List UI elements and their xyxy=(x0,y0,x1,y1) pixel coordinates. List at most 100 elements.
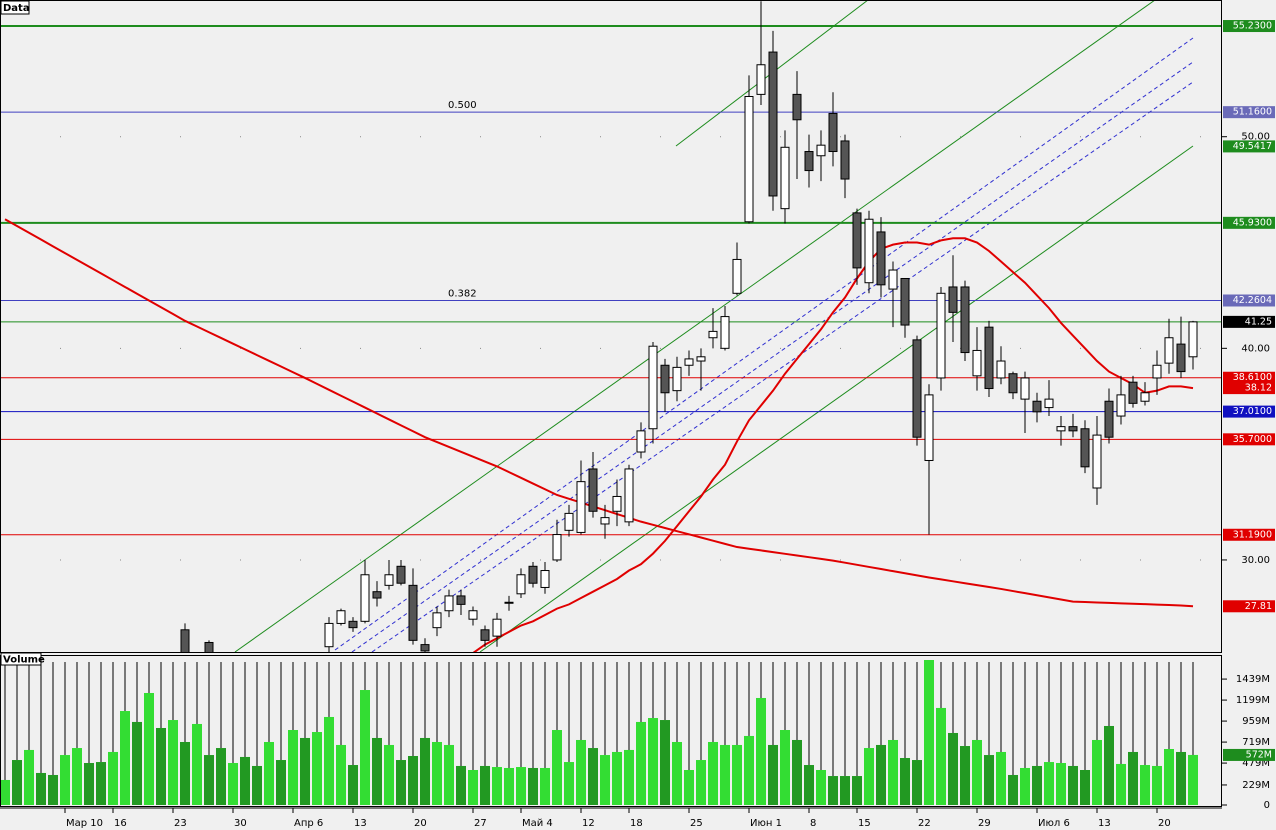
candle-body xyxy=(1188,321,1198,358)
y-tick-label: 229M xyxy=(1242,780,1270,791)
volume-bar xyxy=(1104,725,1114,805)
candle-body xyxy=(540,570,550,588)
volume-bar xyxy=(696,760,706,805)
candle-body xyxy=(768,51,778,197)
level-box xyxy=(1223,371,1275,384)
x-tick-label: 20 xyxy=(414,818,427,829)
candle-body xyxy=(516,574,526,595)
level-label: 45.9300 xyxy=(1233,217,1272,228)
volume-bar xyxy=(804,765,814,805)
volume-bar xyxy=(756,697,766,805)
level-box xyxy=(1223,600,1275,613)
volume-bar xyxy=(744,735,754,805)
volume-bar xyxy=(444,744,454,805)
x-tick-label: 20 xyxy=(1158,818,1171,829)
x-tick-label: 13 xyxy=(354,818,367,829)
level-label: 55.2300 xyxy=(1233,21,1272,32)
x-tick-label: Июн 1 xyxy=(750,818,782,829)
x-tick-label: 22 xyxy=(918,818,931,829)
y-tick-label: 479M xyxy=(1242,758,1270,769)
volume-bar xyxy=(264,741,274,805)
level-label: 42.2604 xyxy=(1233,295,1272,306)
candle-body xyxy=(684,358,694,366)
volume-bar xyxy=(132,721,142,805)
level-label: 37.0100 xyxy=(1233,406,1272,417)
volume-bar xyxy=(504,767,514,805)
volume-bar xyxy=(552,730,562,805)
volume-bar xyxy=(876,744,886,805)
x-tick-label: 13 xyxy=(1098,818,1111,829)
volume-bar xyxy=(864,748,874,805)
x-tick-label: 25 xyxy=(690,818,703,829)
y-tick-label: 40.00 xyxy=(1241,343,1270,354)
candle-body xyxy=(360,574,370,622)
candle-body xyxy=(936,292,946,379)
volume-frame xyxy=(0,655,1222,807)
volume-bar xyxy=(60,755,70,805)
level-box xyxy=(1223,315,1275,328)
volume-bar xyxy=(252,765,262,805)
volume-bar xyxy=(276,760,286,805)
volume-bar xyxy=(192,723,202,805)
volume-bar xyxy=(336,744,346,805)
x-tick-label: 12 xyxy=(582,818,595,829)
volume-bar xyxy=(816,769,826,805)
candle-body xyxy=(828,112,838,153)
volume-bar xyxy=(1056,762,1066,805)
level-label: 51.1600 xyxy=(1233,107,1272,118)
panel-title: Volume xyxy=(3,655,45,666)
candle-body xyxy=(756,64,766,95)
candle-body xyxy=(660,364,670,394)
candle-body xyxy=(1032,400,1042,413)
volume-bar xyxy=(324,716,334,805)
volume-bar xyxy=(948,732,958,805)
volume-bar xyxy=(1032,765,1042,805)
volume-bar xyxy=(840,776,850,805)
volume-bar xyxy=(12,760,22,805)
volume-bar xyxy=(660,720,670,805)
x-tick-label: Май 4 xyxy=(522,818,553,829)
volume-bar xyxy=(828,776,838,805)
level-label: 49.5417 xyxy=(1233,141,1272,152)
candle-body xyxy=(708,330,718,339)
candle-body xyxy=(408,584,418,641)
candle-body xyxy=(1044,398,1054,409)
volume-bar xyxy=(936,707,946,805)
candle-body xyxy=(576,481,586,533)
candle-body xyxy=(336,610,346,624)
channel-dashed xyxy=(334,37,1194,651)
channel-dashed xyxy=(351,61,1194,652)
volume-bar xyxy=(168,720,178,805)
volume-bar xyxy=(564,762,574,805)
channel-dashed xyxy=(371,81,1194,652)
candle-body xyxy=(792,93,802,121)
volume-bar xyxy=(420,737,430,805)
level-box xyxy=(1223,140,1275,153)
candle-body xyxy=(732,258,742,294)
level-label: 41.25 xyxy=(1245,316,1272,327)
volume-bar xyxy=(924,660,934,805)
level-label: 38.12 xyxy=(1245,383,1272,394)
volume-bar xyxy=(972,739,982,805)
x-tick-label: 23 xyxy=(174,818,187,829)
candle-body xyxy=(612,495,622,512)
x-tick-label: Апр 6 xyxy=(294,818,323,829)
candle-body xyxy=(348,620,358,629)
volume-bar xyxy=(1164,748,1174,805)
volume-bar xyxy=(1128,751,1138,805)
candle-body xyxy=(876,231,886,286)
x-tick-label: 27 xyxy=(474,818,487,829)
candle-body xyxy=(852,212,862,269)
volume-bar xyxy=(984,755,994,805)
volume-bar xyxy=(372,737,382,805)
volume-bar xyxy=(204,755,214,805)
y-tick-label: 1199M xyxy=(1236,695,1270,706)
volume-bar xyxy=(492,767,502,805)
volume-bar xyxy=(768,744,778,805)
volume-bar xyxy=(1044,762,1054,805)
candle-body xyxy=(780,146,790,210)
volume-bar xyxy=(636,721,646,805)
level-box xyxy=(1223,433,1275,446)
volume-bar xyxy=(456,765,466,805)
volume-bar xyxy=(156,727,166,805)
